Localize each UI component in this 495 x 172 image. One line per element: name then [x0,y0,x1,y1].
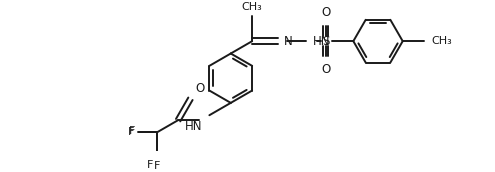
Text: F: F [128,127,134,137]
Text: CH₃: CH₃ [242,2,262,12]
Text: F: F [129,126,135,136]
Text: N: N [284,35,293,48]
Text: F: F [147,160,153,170]
Text: F: F [153,161,160,171]
Text: O: O [321,63,330,76]
Text: O: O [196,83,204,95]
Text: S: S [322,35,330,48]
Text: HN: HN [185,120,203,133]
Text: HN: HN [313,35,330,48]
Text: O: O [321,6,330,19]
Text: CH₃: CH₃ [431,36,452,46]
